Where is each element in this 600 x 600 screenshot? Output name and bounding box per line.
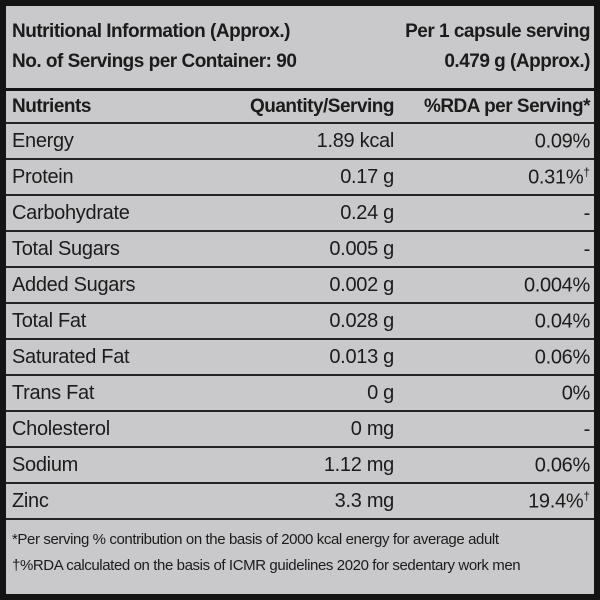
rda-value: 19.4% <box>528 490 584 513</box>
nutrient-rda: - <box>394 237 591 262</box>
rda-footnote-marker: † <box>583 164 590 179</box>
nutrient-name: Saturated Fat <box>12 345 130 368</box>
nutrient-rda: 0.06% <box>394 453 591 478</box>
table-row: Saturated Fat 0.013 g 0.06% <box>6 340 594 376</box>
table-row: Added Sugars 0.002 g 0.004% <box>6 268 594 304</box>
footnotes: *Per serving % contribution on the basis… <box>6 520 594 594</box>
nutrient-name: Carbohydrate <box>12 201 130 224</box>
table-row: Total Sugars 0.005 g - <box>6 232 594 268</box>
nutrient-rda: 0% <box>394 381 591 406</box>
column-header-nutrients: Nutrients <box>12 95 91 117</box>
column-header-quantity: Quantity/Serving <box>249 95 395 117</box>
nutrient-rda: 0.31%† <box>394 165 590 190</box>
nutrient-name: Sodium <box>12 453 79 476</box>
nutrient-quantity: 1.12 mg <box>323 453 394 476</box>
rda-value: 0.06% <box>534 454 591 477</box>
table-row: Carbohydrate 0.24 g - <box>6 196 594 232</box>
footnote-energy-basis: *Per serving % contribution on the basis… <box>12 531 499 548</box>
nutrient-rda: - <box>394 201 591 226</box>
nutrient-quantity: 0.24 g <box>340 201 394 224</box>
table-row: Total Fat 0.028 g 0.04% <box>6 304 594 340</box>
nutrient-quantity: 0.002 g <box>329 273 394 296</box>
nutrient-quantity: 0.17 g <box>340 165 394 188</box>
table-row: Sodium 1.12 mg 0.06% <box>6 448 594 484</box>
nutrient-rda: 0.09% <box>394 129 591 154</box>
footnote-rda-basis: †%RDA calculated on the basis of ICMR gu… <box>12 557 521 574</box>
rda-value: 0.09% <box>534 130 591 153</box>
nutrient-name: Total Sugars <box>12 237 120 260</box>
nutrient-name: Added Sugars <box>12 273 136 296</box>
nutrient-name: Trans Fat <box>12 381 95 404</box>
nutrient-name: Protein <box>12 165 74 188</box>
rda-value: - <box>583 202 591 225</box>
nutrient-quantity: 0 mg <box>350 417 395 440</box>
table-row: Trans Fat 0 g 0% <box>6 376 594 412</box>
nutrient-quantity: 3.3 mg <box>334 489 395 512</box>
header-title: Nutritional Information (Approx.) <box>12 21 290 42</box>
nutrient-name: Cholesterol <box>12 417 110 440</box>
rda-footnote-marker: † <box>583 488 590 503</box>
table-row: Zinc 3.3 mg 19.4%† <box>6 484 594 520</box>
nutrient-name: Energy <box>12 129 74 152</box>
header-per-serving: Per 1 capsule serving <box>405 21 590 42</box>
nutrient-quantity: 0.028 g <box>329 309 394 332</box>
nutrient-quantity: 0 g <box>367 381 394 404</box>
column-header-divider <box>6 122 594 124</box>
table-row: Energy 1.89 kcal 0.09% <box>6 124 594 160</box>
header-divider <box>6 88 594 91</box>
nutrient-rda: 0.06% <box>394 345 591 370</box>
rda-value: - <box>583 238 591 261</box>
nutrient-rda: - <box>394 417 591 442</box>
rda-value: 0.04% <box>534 310 591 333</box>
rda-value: 0.004% <box>523 274 590 297</box>
table-column-header: Nutrients Quantity/Serving %RDA per Serv… <box>6 91 594 122</box>
nutrient-quantity: 1.89 kcal <box>316 129 395 152</box>
table-row: Cholesterol 0 mg - <box>6 412 594 448</box>
nutrient-quantity: 0.005 g <box>329 237 394 260</box>
rda-value: - <box>583 418 591 441</box>
column-header-rda: %RDA per Serving* <box>423 95 591 117</box>
nutrient-rda: 0.004% <box>394 273 590 298</box>
label-header: Nutritional Information (Approx.) Per 1 … <box>6 6 594 88</box>
header-servings-per-container: No. of Servings per Container: 90 <box>12 51 297 72</box>
nutrient-quantity: 0.013 g <box>329 345 394 368</box>
nutrient-name: Total Fat <box>12 309 86 332</box>
rda-value: 0.06% <box>534 346 591 369</box>
table-row: Protein 0.17 g 0.31%† <box>6 160 594 196</box>
rda-value: 0.31% <box>528 166 584 189</box>
header-serving-size: 0.479 g (Approx.) <box>444 51 590 72</box>
nutrient-rda: 0.04% <box>394 309 591 334</box>
nutrient-rda: 19.4%† <box>394 489 590 514</box>
nutrient-name: Zinc <box>12 489 49 512</box>
rda-value: 0% <box>561 382 591 405</box>
nutrient-table-body: Energy 1.89 kcal 0.09% Protein 0.17 g 0.… <box>6 124 594 520</box>
